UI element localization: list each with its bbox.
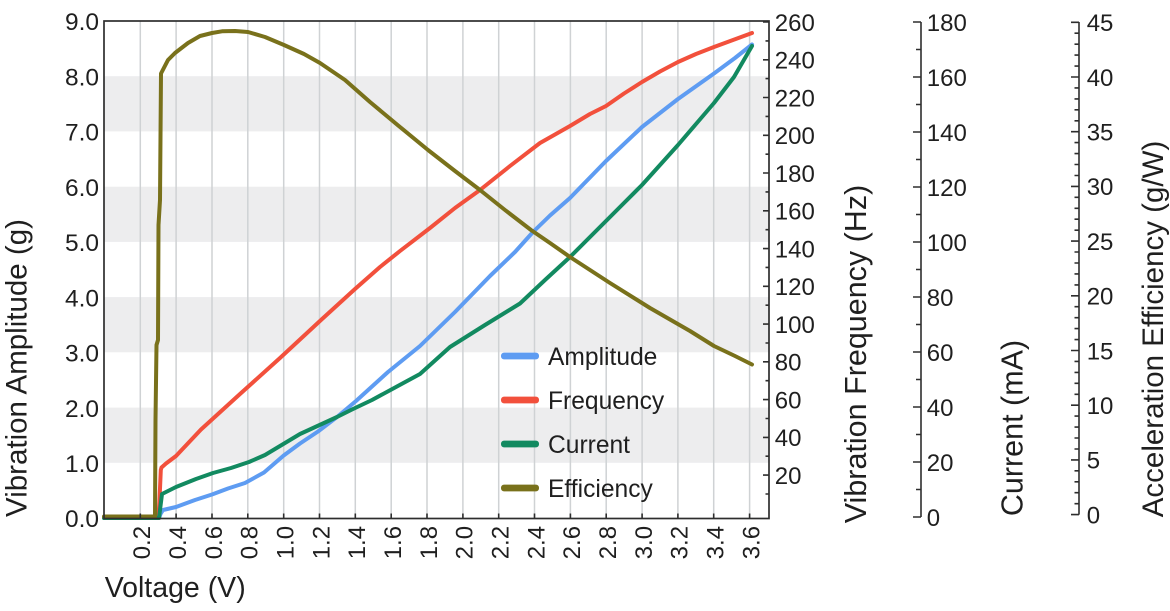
svg-text:25: 25 (1087, 229, 1114, 256)
svg-text:9.0: 9.0 (65, 9, 99, 36)
svg-text:3.0: 3.0 (65, 341, 99, 368)
svg-text:Current (mA): Current (mA) (996, 340, 1030, 516)
svg-text:10: 10 (1087, 393, 1114, 420)
svg-text:Vibration Frequency (Hz): Vibration Frequency (Hz) (839, 185, 873, 523)
svg-text:80: 80 (775, 350, 802, 377)
svg-text:2.8: 2.8 (595, 526, 622, 559)
svg-text:2.0: 2.0 (65, 396, 99, 423)
svg-text:3.6: 3.6 (738, 526, 765, 559)
svg-text:20: 20 (775, 463, 802, 490)
svg-text:0: 0 (1087, 502, 1100, 529)
svg-text:1.0: 1.0 (273, 526, 300, 559)
svg-text:5: 5 (1087, 448, 1100, 475)
svg-text:6.0: 6.0 (65, 175, 99, 202)
svg-text:30: 30 (1087, 174, 1114, 201)
svg-text:220: 220 (775, 85, 815, 112)
svg-text:2.0: 2.0 (452, 526, 479, 559)
svg-text:140: 140 (927, 120, 967, 147)
svg-text:7.0: 7.0 (65, 120, 99, 147)
svg-text:2.4: 2.4 (523, 526, 550, 559)
svg-text:Vibration Amplitude (g): Vibration Amplitude (g) (1, 219, 34, 517)
svg-text:2.6: 2.6 (559, 526, 586, 559)
svg-text:20: 20 (927, 450, 954, 477)
svg-text:160: 160 (927, 65, 967, 92)
svg-text:Efficiency: Efficiency (548, 476, 654, 503)
svg-text:40: 40 (927, 395, 954, 422)
svg-text:Voltage (V): Voltage (V) (105, 572, 246, 604)
svg-text:Acceleration Efficiency (g/W): Acceleration Efficiency (g/W) (1137, 141, 1170, 518)
svg-text:15: 15 (1087, 338, 1114, 365)
svg-text:40: 40 (1087, 65, 1114, 92)
svg-text:180: 180 (775, 161, 815, 188)
svg-text:160: 160 (775, 199, 815, 226)
svg-text:3.0: 3.0 (631, 526, 658, 559)
svg-text:Frequency: Frequency (548, 388, 665, 415)
svg-text:100: 100 (775, 312, 815, 339)
svg-text:0: 0 (927, 505, 940, 532)
svg-text:40: 40 (775, 425, 802, 452)
svg-text:100: 100 (927, 230, 967, 257)
svg-text:60: 60 (775, 387, 802, 414)
svg-text:1.4: 1.4 (344, 526, 371, 559)
svg-text:1.0: 1.0 (65, 451, 99, 478)
svg-text:2.2: 2.2 (488, 526, 515, 559)
svg-text:0.8: 0.8 (237, 526, 264, 559)
svg-text:120: 120 (775, 274, 815, 301)
svg-text:45: 45 (1087, 10, 1114, 37)
svg-text:20: 20 (1087, 284, 1114, 311)
svg-text:8.0: 8.0 (65, 64, 99, 91)
svg-text:60: 60 (927, 340, 954, 367)
svg-text:0.6: 0.6 (201, 526, 228, 559)
svg-text:80: 80 (927, 285, 954, 312)
svg-text:1.6: 1.6 (380, 526, 407, 559)
svg-text:260: 260 (775, 10, 815, 37)
svg-text:Current: Current (548, 432, 630, 459)
svg-text:Amplitude: Amplitude (548, 344, 657, 371)
svg-text:0.0: 0.0 (65, 506, 99, 533)
svg-text:4.0: 4.0 (65, 285, 99, 312)
svg-text:0.4: 0.4 (165, 526, 192, 559)
svg-text:200: 200 (775, 123, 815, 150)
svg-text:120: 120 (927, 175, 967, 202)
svg-text:5.0: 5.0 (65, 230, 99, 257)
svg-text:180: 180 (927, 10, 967, 37)
svg-text:1.2: 1.2 (308, 526, 335, 559)
svg-text:35: 35 (1087, 120, 1114, 147)
svg-text:240: 240 (775, 48, 815, 75)
svg-text:1.8: 1.8 (416, 526, 443, 559)
svg-text:3.2: 3.2 (667, 526, 694, 559)
svg-text:3.4: 3.4 (703, 526, 730, 559)
svg-text:0.2: 0.2 (129, 526, 156, 559)
svg-text:140: 140 (775, 236, 815, 263)
